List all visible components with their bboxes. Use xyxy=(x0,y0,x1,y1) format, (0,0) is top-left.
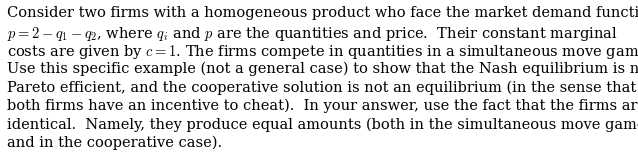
Text: Pareto efficient, and the cooperative solution is not an equilibrium (in the sen: Pareto efficient, and the cooperative so… xyxy=(7,80,636,95)
Text: both firms have an incentive to cheat).  In your answer, use the fact that the f: both firms have an incentive to cheat). … xyxy=(7,99,638,113)
Text: Use this specific example (not a general case) to show that the Nash equilibrium: Use this specific example (not a general… xyxy=(7,62,638,76)
Text: $p = 2 - q_1 - q_2$, where $q_i$ and $p$ are the quantities and price.  Their co: $p = 2 - q_1 - q_2$, where $q_i$ and $p$… xyxy=(7,25,618,43)
Text: and in the cooperative case).: and in the cooperative case). xyxy=(7,136,222,150)
Text: identical.  Namely, they produce equal amounts (both in the simultaneous move ga: identical. Namely, they produce equal am… xyxy=(7,117,638,132)
Text: Consider two firms with a homogeneous product who face the market demand functio: Consider two firms with a homogeneous pr… xyxy=(7,6,638,20)
Text: costs are given by $c = 1$. The firms compete in quantities in a simultaneous mo: costs are given by $c = 1$. The firms co… xyxy=(7,43,638,61)
